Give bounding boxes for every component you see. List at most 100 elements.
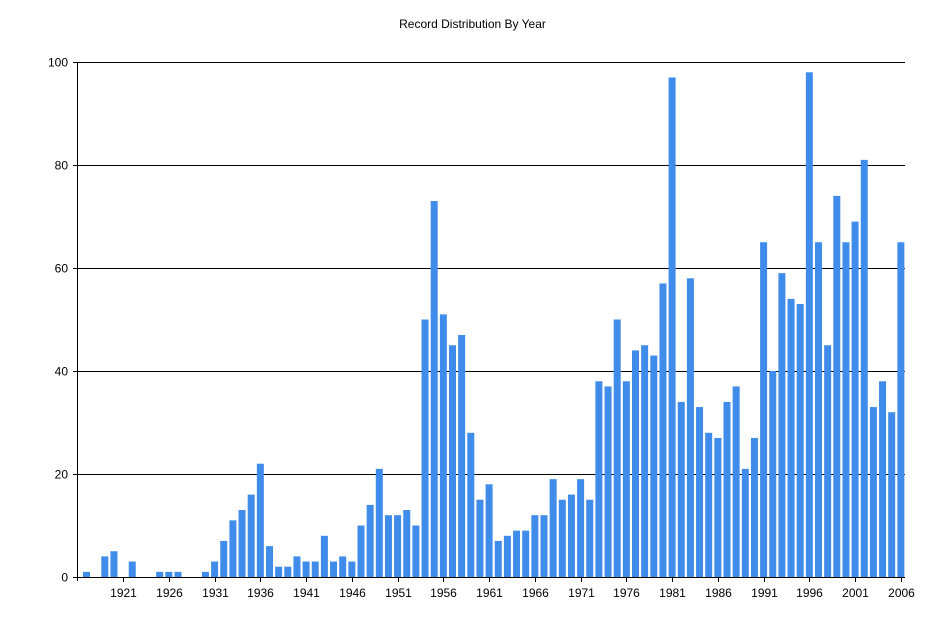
bar-1927 [174, 571, 182, 577]
bar-1983 [686, 278, 694, 577]
bar-1976 [622, 381, 630, 577]
bar-1935 [247, 494, 255, 577]
bar-1947 [357, 525, 365, 577]
bar-1999 [833, 195, 841, 577]
y-tick-label-100: 100 [48, 56, 68, 70]
bar-1930 [201, 571, 209, 577]
x-tick-label-1951: 1951 [385, 586, 412, 600]
x-tick-label-1971: 1971 [568, 586, 595, 600]
y-tick-label-40: 40 [55, 365, 69, 379]
bar-1949 [375, 468, 383, 577]
bar-1968 [549, 479, 557, 577]
y-tick-labels: 0 20 40 60 80 100 [48, 56, 68, 585]
bar-1961 [485, 484, 493, 577]
bar-1952 [403, 510, 411, 577]
bar-1920 [110, 551, 118, 577]
bar-1963 [503, 535, 511, 577]
x-tick-labels: 1921 1926 1931 1936 1941 1946 1951 1956 1961 1966… [110, 586, 915, 600]
bar-1962 [494, 540, 502, 577]
x-tick-label-1936: 1936 [247, 586, 274, 600]
bar-1941 [302, 561, 310, 577]
bar-1953 [412, 525, 420, 577]
bar-2002 [860, 159, 868, 577]
x-tick-label-1981: 1981 [659, 586, 686, 600]
bar-1936 [256, 463, 264, 577]
bar-1985 [705, 432, 713, 577]
bar-1948 [366, 504, 374, 577]
bar-1965 [522, 530, 530, 577]
bar-1979 [650, 355, 658, 577]
bar-1958 [458, 334, 466, 577]
bar-1977 [632, 350, 639, 577]
bar-1994 [787, 298, 795, 577]
bar-1990 [750, 437, 758, 577]
bar-1939 [284, 566, 292, 577]
bar-1970 [567, 494, 575, 577]
x-tick-label-2006: 2006 [888, 586, 915, 600]
bar-1995 [796, 304, 804, 577]
bar-1943 [320, 535, 328, 577]
y-tick-label-80: 80 [55, 159, 69, 173]
x-tick-label-1976: 1976 [613, 586, 640, 600]
bar-1972 [586, 499, 594, 577]
y-tick-label-20: 20 [55, 468, 69, 482]
bar-2003 [869, 407, 877, 577]
bar-1996 [805, 72, 813, 578]
bar-1938 [275, 566, 283, 577]
x-tick-label-1966: 1966 [522, 586, 549, 600]
x-tick-label-1921: 1921 [110, 586, 137, 600]
bar-1959 [467, 432, 475, 577]
x-tick-label-1931: 1931 [202, 586, 229, 600]
bar-1989 [741, 468, 749, 577]
bar-1992 [769, 371, 777, 577]
bar-1933 [229, 520, 237, 577]
axes [73, 62, 905, 582]
x-tick-label-1961: 1961 [476, 586, 503, 600]
bar-1922 [128, 561, 136, 577]
bar-1917 [83, 571, 90, 577]
bar-1946 [348, 561, 356, 577]
bar-1978 [641, 345, 649, 577]
bar-1955 [430, 201, 438, 578]
bar-1998 [824, 345, 832, 577]
bar-1981 [668, 77, 676, 577]
bars [83, 72, 905, 578]
bar-1984 [696, 407, 704, 577]
x-tick-label-2001: 2001 [842, 586, 869, 600]
x-tick-label-1941: 1941 [293, 586, 320, 600]
x-tick-label-1986: 1986 [705, 586, 732, 600]
bar-1993 [778, 273, 786, 577]
bar-1942 [311, 561, 319, 577]
bar-2006 [897, 242, 905, 577]
bar-1974 [604, 386, 612, 577]
bar-1945 [339, 556, 347, 577]
bar-1951 [394, 515, 402, 577]
bar-1967 [540, 515, 548, 577]
bar-1926 [165, 571, 173, 577]
bar-1940 [293, 556, 301, 577]
bar-1969 [558, 499, 566, 577]
bar-1954 [421, 319, 429, 577]
x-tick-label-1946: 1946 [339, 586, 366, 600]
x-tick-label-1956: 1956 [430, 586, 457, 600]
bar-1973 [595, 381, 603, 577]
bar-1964 [513, 530, 521, 577]
bar-1991 [760, 242, 768, 577]
bar-2004 [879, 381, 887, 577]
bar-1956 [439, 314, 447, 577]
bar-1988 [732, 386, 740, 577]
bar-2001 [851, 221, 859, 577]
bar-2000 [842, 242, 850, 577]
bar-1997 [815, 242, 822, 577]
bar-1950 [384, 515, 392, 577]
bar-1987 [723, 401, 731, 577]
bar-1925 [156, 571, 164, 577]
bar-1931 [211, 561, 219, 577]
bar-1986 [714, 437, 722, 577]
bar-1957 [449, 345, 456, 577]
y-tick-label-0: 0 [61, 571, 68, 585]
bar-1966 [531, 515, 539, 577]
x-tick-label-1991: 1991 [751, 586, 778, 600]
bar-1937 [266, 546, 273, 577]
